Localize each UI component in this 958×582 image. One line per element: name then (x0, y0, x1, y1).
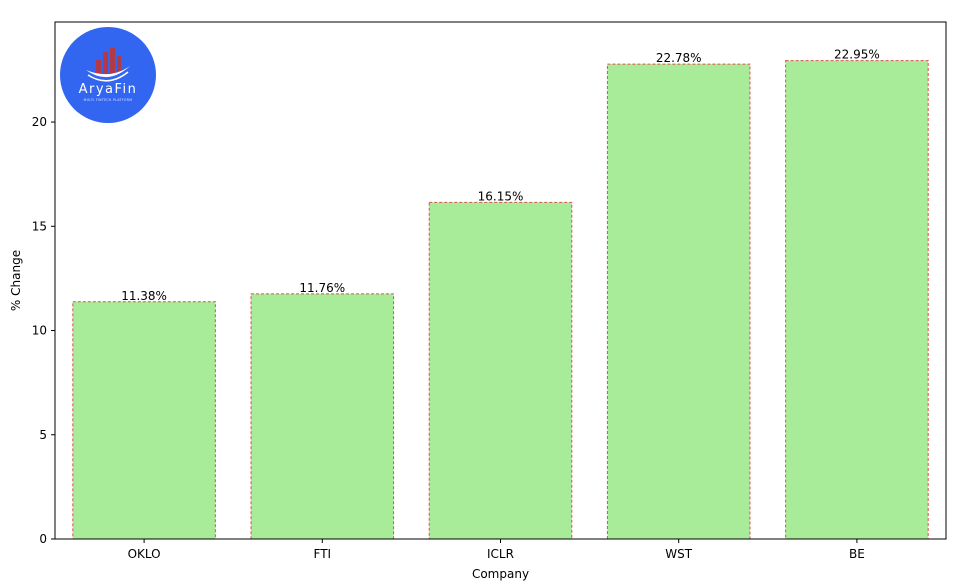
data-label-iclr: 16.15% (478, 189, 524, 203)
y-axis-ticks: 0 5 10 15 20 (32, 115, 55, 546)
data-label-oklo: 11.38% (121, 289, 167, 303)
y-tick-label-0: 0 (39, 532, 47, 546)
bar-oklo (72, 301, 216, 540)
data-label-wst: 22.78% (656, 51, 702, 65)
y-tick-label-15: 15 (32, 219, 47, 233)
building-icon (96, 48, 121, 74)
bar-iclr (428, 201, 573, 540)
x-axis-label: Company (472, 567, 529, 581)
logo-tagline: MULTI FINTECH PLATFORM (84, 98, 133, 102)
aryafin-logo: AryaFin MULTI FINTECH PLATFORM (60, 27, 156, 123)
bar-fti (250, 293, 395, 540)
x-tick-label-wst: WST (665, 547, 692, 561)
y-axis-label: % Change (9, 250, 23, 311)
x-tick-label-be: BE (849, 547, 865, 561)
data-labels-group: 11.38% 11.76% 16.15% 22.78% 22.95% (121, 48, 880, 303)
x-tick-label-oklo: OKLO (128, 547, 161, 561)
bar-wst (606, 63, 751, 540)
logo-wordmark: AryaFin (79, 82, 138, 97)
data-label-fti: 11.76% (299, 281, 345, 295)
swoosh-icon (86, 66, 130, 78)
x-tick-label-iclr: ICLR (487, 547, 514, 561)
y-tick-label-10: 10 (32, 324, 47, 338)
swoosh-icon-2 (87, 71, 129, 82)
data-label-be: 22.95% (834, 48, 880, 62)
bar-be (785, 60, 929, 540)
x-axis-ticks: OKLO FTI ICLR WST BE (128, 539, 865, 561)
bars-group (72, 60, 929, 540)
y-tick-label-5: 5 (39, 428, 47, 442)
y-tick-label-20: 20 (32, 115, 47, 129)
x-tick-label-fti: FTI (314, 547, 332, 561)
